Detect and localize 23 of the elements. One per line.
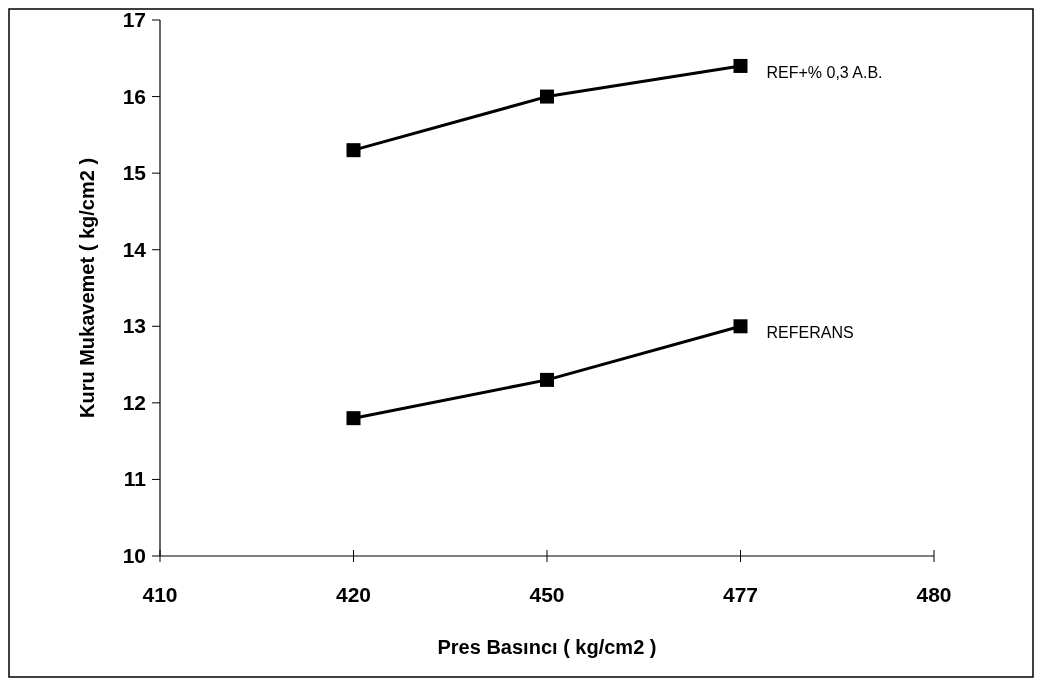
- point: [733, 319, 748, 334]
- x-tick-label: 420: [335, 583, 372, 606]
- x-axis-title: Pres Basıncı ( kg/cm2 ): [437, 636, 657, 658]
- point: [346, 411, 361, 426]
- series-label: REF+% 0,3 A.B.: [766, 63, 883, 81]
- series-label: REFERANS: [766, 324, 854, 342]
- point: [540, 89, 554, 104]
- point: [733, 58, 748, 73]
- x-tick-label: 477: [722, 583, 759, 606]
- y-axis-title: Kuru Mukavemet ( kg/cm2 ): [76, 157, 98, 419]
- y-tick-label: 13: [122, 314, 146, 338]
- x-tick-label: 450: [529, 583, 565, 606]
- x-tick-label: 410: [142, 583, 178, 606]
- y-tick-label: 17: [122, 8, 146, 31]
- y-tick-label: 16: [122, 84, 146, 108]
- point: [346, 143, 361, 158]
- point: [540, 372, 554, 387]
- y-tick-label: 11: [123, 467, 147, 491]
- y-tick-label: 10: [122, 544, 146, 567]
- y-tick-label: 12: [122, 390, 146, 414]
- y-tick-label: 15: [122, 161, 147, 185]
- y-tick-label: 14: [122, 237, 147, 261]
- x-tick-label: 480: [916, 583, 952, 606]
